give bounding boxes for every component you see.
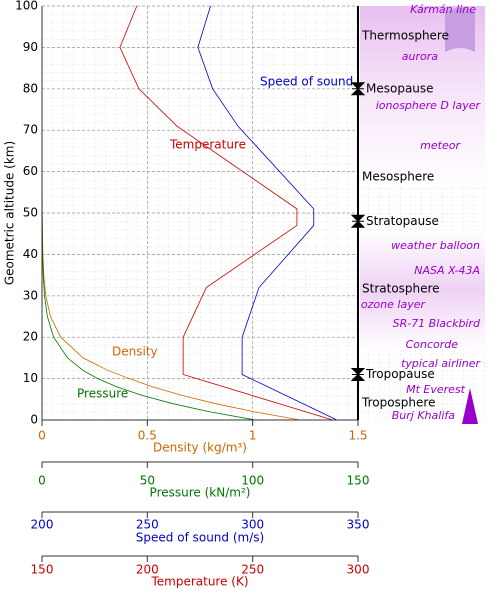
x-tick-label: 50: [140, 474, 155, 488]
y-tick-label: 40: [23, 247, 38, 261]
x-tick-label: 350: [347, 518, 370, 532]
x-tick-label: 200: [136, 563, 159, 577]
y-tick-label: 90: [23, 40, 38, 54]
series-line: [197, 5, 338, 421]
series-label: Density: [112, 345, 158, 359]
x-tick-label: 250: [241, 563, 264, 577]
y-tick-label: 0: [30, 413, 38, 427]
x-tick-label: 300: [347, 563, 370, 577]
y-tick-label: 100: [15, 0, 38, 13]
y-tick-label: 70: [23, 123, 38, 137]
aurora-icon: [445, 8, 475, 52]
x-tick-label: 200: [31, 518, 54, 532]
annotation: Burj Khalifa: [392, 409, 456, 422]
annotation: NASA X-43A: [414, 264, 480, 277]
x-tick-label: 300: [241, 518, 264, 532]
annotation: Kármán line: [410, 3, 476, 16]
annotation: SR-71 Blackbird: [393, 317, 481, 330]
boundary-mark: [350, 367, 366, 381]
x-tick-label: 0.5: [138, 429, 157, 443]
y-tick-label: 20: [23, 330, 38, 344]
x-tick-label: 0: [38, 429, 46, 443]
x-axis-label: Temperature (K): [150, 575, 248, 589]
y-tick-label: 60: [23, 164, 38, 178]
layer-label: Mesosphere: [362, 170, 434, 184]
boundary-label: Stratopause: [366, 214, 439, 228]
layer-label: Stratosphere: [362, 282, 440, 296]
annotation: weather balloon: [391, 239, 480, 252]
series-label: Speed of sound: [260, 75, 353, 89]
series-label: Pressure: [77, 387, 128, 401]
boundary-mark: [350, 82, 366, 96]
x-tick-label: 1.5: [348, 429, 367, 443]
boundary-label: Tropopause: [365, 367, 435, 381]
annotation: ozone layer: [361, 298, 427, 311]
x-tick-label: 1: [249, 429, 257, 443]
y-tick-label: 10: [23, 371, 38, 385]
x-tick-label: 0: [38, 474, 46, 488]
series-label: Temperature: [169, 138, 246, 152]
boundary-mark: [350, 214, 366, 228]
annotation: ionosphere D layer: [376, 99, 482, 112]
annotation: Concorde: [406, 338, 459, 351]
annotation: typical airliner: [401, 357, 481, 370]
layer-label: Troposphere: [361, 396, 435, 410]
y-tick-label: 80: [23, 81, 38, 95]
x-tick-label: 100: [241, 474, 264, 488]
annotation: aurora: [402, 50, 438, 63]
series-line: [119, 5, 333, 421]
x-axis-label: Density (kg/m³): [153, 441, 247, 455]
annotation: meteor: [420, 139, 461, 152]
y-tick-label: 50: [23, 206, 38, 220]
annotation: Mt Everest: [406, 383, 466, 396]
y-axis-label: Geometric altitude (km): [3, 141, 17, 285]
x-axis-label: Speed of sound (m/s): [136, 531, 264, 545]
layer-label: Thermosphere: [361, 29, 449, 43]
x-tick-label: 150: [347, 474, 370, 488]
x-tick-label: 250: [136, 518, 159, 532]
ozone-shade: [360, 230, 485, 350]
burj-icon: [462, 388, 478, 424]
x-tick-label: 150: [31, 563, 54, 577]
boundary-label: Mesopause: [366, 81, 434, 95]
y-tick-label: 30: [23, 288, 38, 302]
x-axis-label: Pressure (kN/m²): [150, 486, 251, 500]
